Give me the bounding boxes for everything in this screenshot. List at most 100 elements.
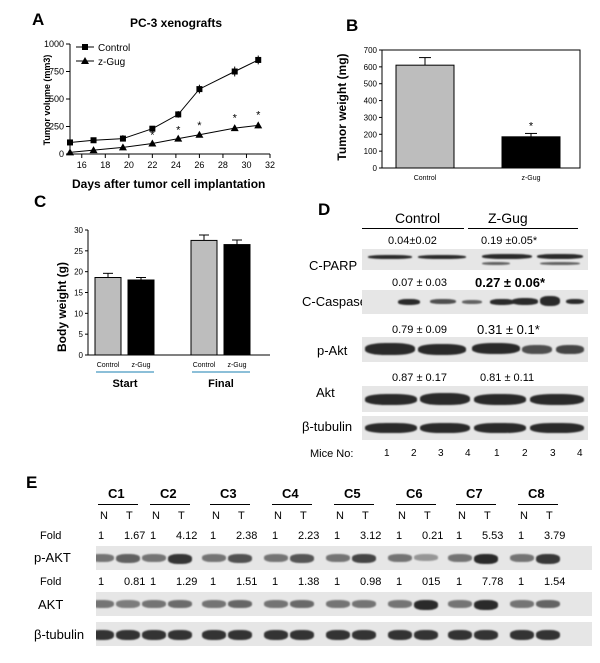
panel-e-band — [474, 630, 498, 640]
panel-a-xtick-label: 18 — [100, 160, 110, 170]
panel-e-band — [352, 554, 376, 563]
panel-e-tumor-label: T — [362, 510, 369, 522]
panel-c-ytick-label: 0 — [79, 351, 84, 360]
panel-b-category-label: Control — [414, 175, 437, 182]
panel-e-band — [414, 630, 438, 640]
panel-e-band — [448, 554, 472, 562]
panel-e-band — [510, 600, 534, 608]
panel-e-band — [536, 554, 560, 564]
panel-e-fold-label-1: Fold — [40, 530, 62, 542]
panel-b-bar — [395, 64, 455, 169]
panel-b-significance: * — [529, 120, 534, 132]
panel-a-ytick-label: 0 — [59, 149, 64, 159]
panel-a-point-control — [255, 56, 262, 63]
panel-d-mouse-3: 3 — [438, 448, 444, 459]
panel-d-group-control: Control — [395, 210, 441, 226]
panel-c-bar-label: Control — [193, 362, 216, 369]
panel-b-ytick-label: 0 — [373, 164, 378, 173]
panel-e-band — [290, 554, 314, 563]
panel-a-point-zgug — [89, 146, 98, 154]
panel-e-normal-label: N — [100, 510, 108, 522]
panel-a-xtick-label: 28 — [218, 160, 228, 170]
panel-a-xtick-label: 20 — [124, 160, 134, 170]
panel-e-fold-value: 1.54 — [544, 576, 566, 588]
panel-a-point-control — [119, 135, 126, 142]
panel-a-xtick-label: 16 — [77, 160, 87, 170]
panel-e-tumor-label: T — [238, 510, 245, 522]
panel-d-blot-casp — [362, 290, 588, 314]
panel-e-band — [116, 600, 140, 608]
panel-e-case-label: C3 — [220, 486, 237, 501]
panel-e-band — [388, 630, 412, 640]
panel-e-fold-value: 1 — [98, 576, 105, 588]
panel-a-significance: * — [176, 124, 181, 136]
panel-e-fold-value: 1 — [456, 576, 463, 588]
panel-d-blot-akt — [362, 386, 588, 412]
panel-d-mouse-7: 3 — [550, 448, 556, 459]
panel-a-point-control — [231, 68, 238, 75]
panel-d-row-casp-label: C-Caspase 3 — [302, 294, 378, 309]
panel-e-fold-value: 1 — [334, 576, 341, 588]
panel-d-blot-pakt — [362, 337, 588, 362]
panel-e-normal-label: N — [212, 510, 220, 522]
panel-d-row-cparp-label: C-PARP — [309, 258, 358, 273]
panel-d-mouse-4: 4 — [465, 448, 471, 459]
panel-d-mouse-8: 4 — [577, 448, 583, 459]
panel-b-ytick-label: 600 — [364, 63, 378, 72]
panel-e-band — [474, 554, 498, 564]
panel-d-stat-cparp-zgug: 0.19 ±0.05* — [481, 235, 538, 247]
panel-e-blot-pakt — [96, 546, 592, 570]
panel-e-normal-label: N — [336, 510, 344, 522]
panel-d-group-zgug: Z-Gug — [488, 210, 528, 226]
panel-e-band — [168, 630, 192, 640]
panel-e-case-label: C2 — [160, 486, 177, 501]
panel-a-point-zgug — [148, 139, 157, 147]
panel-a-title: PC-3 xenografts — [130, 16, 223, 30]
panel-e-fold-value: 2.23 — [298, 530, 320, 542]
panel-e-band — [536, 600, 560, 608]
panel-d-stat-akt-zgug: 0.81 ± 0.11 — [480, 372, 535, 384]
panel-e-pakt-label: p-AKT — [34, 550, 71, 565]
panel-e-fold-value: 1 — [150, 576, 157, 588]
panel-e-band — [290, 630, 314, 640]
panel-a-significance: * — [150, 129, 155, 141]
panel-c-bar — [190, 239, 218, 356]
panel-d-stat-akt-control: 0.87 ± 0.17 — [392, 372, 447, 384]
panel-e-fold-value: 1 — [98, 530, 105, 542]
panel-e-fold-value: 1 — [518, 530, 525, 542]
panel-e-band — [228, 630, 252, 640]
panel-e-tumor-label: T — [126, 510, 133, 522]
panel-e-band — [510, 554, 534, 562]
panel-e-band — [142, 630, 166, 640]
panel-c-group-start: Start — [112, 378, 137, 390]
panel-c-chart: 0 5 10 15 20 25 30 Control z-Gug Control z-Gug Star… — [74, 226, 270, 390]
panel-a-label: A — [32, 10, 45, 29]
panel-b-ytick-label: 200 — [364, 130, 378, 139]
panel-e-fold-value: 1.29 — [176, 576, 198, 588]
panel-e-band — [448, 600, 472, 608]
panel-e-fold-value: 0.98 — [360, 576, 382, 588]
panel-e-case-underline — [272, 504, 312, 505]
panel-d-mouse-2: 2 — [411, 448, 417, 459]
panel-e-band — [510, 630, 534, 640]
panel-a-point-control — [175, 111, 182, 118]
panel-d-mouse-5: 1 — [494, 448, 500, 459]
panel-e-fold-value: 1.38 — [298, 576, 320, 588]
panel-e-tumor-label: T — [484, 510, 491, 522]
panel-a-series-line — [69, 59, 259, 143]
panel-e-band — [168, 554, 192, 564]
panel-e-akt-label: AKT — [38, 597, 64, 612]
panel-e-blot-tubulin — [96, 622, 592, 646]
panel-e-band — [202, 554, 226, 562]
panel-e-band — [96, 554, 114, 562]
panel-e-band — [290, 600, 314, 608]
panel-c-ylabel: Body weight (g) — [55, 262, 69, 352]
panel-e-normal-label: N — [274, 510, 282, 522]
panel-a-chart: 0 250 500 750 1000 16 18 20 22 24 26 28 30 32 * * * * * * * C… — [44, 39, 275, 170]
panel-a-significance: * — [91, 136, 96, 148]
panel-e-fold-value: 2.38 — [236, 530, 258, 542]
panel-e-case-label: C6 — [406, 486, 423, 501]
panel-e-normal-label: N — [398, 510, 406, 522]
panel-b-ytick-label: 400 — [364, 97, 378, 106]
panel-e-fold-value: 1 — [396, 576, 403, 588]
